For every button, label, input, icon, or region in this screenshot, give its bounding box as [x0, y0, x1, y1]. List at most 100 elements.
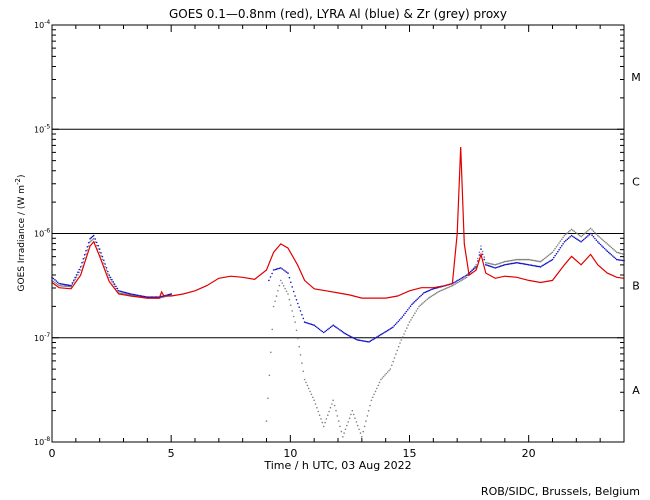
data-point: [388, 329, 390, 331]
data-point: [340, 330, 343, 332]
data-point: [294, 321, 296, 323]
data-point: [410, 319, 412, 321]
data-point: [350, 413, 352, 416]
data-point: [376, 336, 378, 338]
data-point: [59, 284, 62, 287]
data-point: [547, 254, 550, 257]
data-point: [269, 276, 272, 278]
data-point: [573, 230, 576, 233]
data-point: [448, 286, 451, 288]
data-point: [63, 285, 66, 287]
data-point: [400, 317, 402, 320]
data-point: [113, 283, 116, 285]
data-point: [103, 259, 105, 262]
data-point: [415, 299, 417, 302]
data-point: [570, 228, 573, 231]
data-point: [489, 262, 491, 265]
data-point: [589, 227, 592, 230]
data-point: [316, 406, 318, 409]
data-point: [440, 289, 442, 292]
data-point: [138, 294, 140, 297]
data-point: [388, 369, 390, 372]
data-point: [271, 272, 273, 275]
data-point: [349, 335, 352, 338]
data-point: [385, 372, 388, 375]
data-point: [487, 264, 490, 267]
data-point: [380, 378, 382, 381]
data-point: [522, 258, 525, 261]
data-point: [526, 258, 529, 261]
data-point: [478, 254, 481, 256]
data-point: [498, 265, 501, 268]
data-point: [601, 238, 603, 240]
data-point: [98, 251, 101, 254]
y-tick-label-exp: -5: [44, 123, 50, 130]
data-point: [396, 322, 398, 324]
data-point: [141, 295, 143, 297]
data-point: [567, 237, 570, 239]
data-point: [497, 266, 499, 268]
data-point: [366, 415, 369, 417]
data-point: [505, 260, 508, 263]
data-point: [471, 269, 473, 272]
class-lines: [52, 128, 624, 339]
data-point: [491, 266, 494, 268]
data-point: [543, 257, 546, 260]
data-point: [412, 314, 415, 317]
data-point: [392, 326, 394, 329]
data-point: [314, 403, 317, 405]
y-tick-label-base: 10: [34, 230, 44, 239]
data-point: [610, 246, 613, 249]
data-point: [343, 331, 345, 334]
data-point: [354, 338, 357, 340]
data-point: [616, 251, 618, 254]
data-point: [396, 349, 399, 352]
data-point: [352, 413, 355, 416]
data-point: [105, 267, 108, 269]
data-point: [542, 258, 544, 261]
data-point: [65, 285, 67, 288]
data-point: [618, 259, 621, 261]
data-point: [161, 295, 163, 298]
data-point: [409, 305, 412, 308]
data-point: [359, 432, 362, 434]
y-tick-label-base: 10: [34, 21, 44, 30]
data-point: [70, 285, 72, 288]
data-point: [477, 260, 479, 262]
data-point: [324, 421, 326, 424]
data-point: [559, 240, 562, 242]
data-point: [592, 236, 595, 238]
data-point: [603, 247, 606, 250]
data-point: [377, 384, 380, 387]
data-point: [265, 420, 268, 422]
data-point: [464, 277, 467, 279]
data-point: [89, 241, 91, 243]
data-point: [303, 321, 306, 323]
data-point: [458, 280, 461, 283]
data-point: [418, 305, 420, 308]
data-point: [572, 229, 574, 232]
data-point: [384, 374, 386, 376]
data-point: [408, 321, 411, 323]
data-point: [343, 432, 345, 434]
data-point: [402, 314, 405, 316]
data-point: [578, 234, 581, 237]
data-point: [517, 258, 519, 261]
data-point: [605, 241, 607, 244]
data-point: [104, 265, 106, 268]
data-point: [602, 239, 604, 242]
data-point: [606, 243, 609, 245]
data-point: [533, 259, 535, 262]
data-point: [508, 263, 510, 265]
chart-title: GOES 0.1—0.8nm (red), LYRA Al (blue) & Z…: [169, 7, 507, 21]
data-point: [551, 251, 554, 254]
data-point: [68, 284, 71, 287]
data-point: [306, 322, 309, 324]
data-point: [591, 228, 593, 231]
data-point: [117, 290, 120, 292]
x-tick-label: 10: [283, 447, 297, 460]
data-point: [474, 267, 476, 269]
data-point: [381, 377, 384, 379]
data-point: [347, 421, 350, 423]
data-point: [485, 264, 487, 266]
